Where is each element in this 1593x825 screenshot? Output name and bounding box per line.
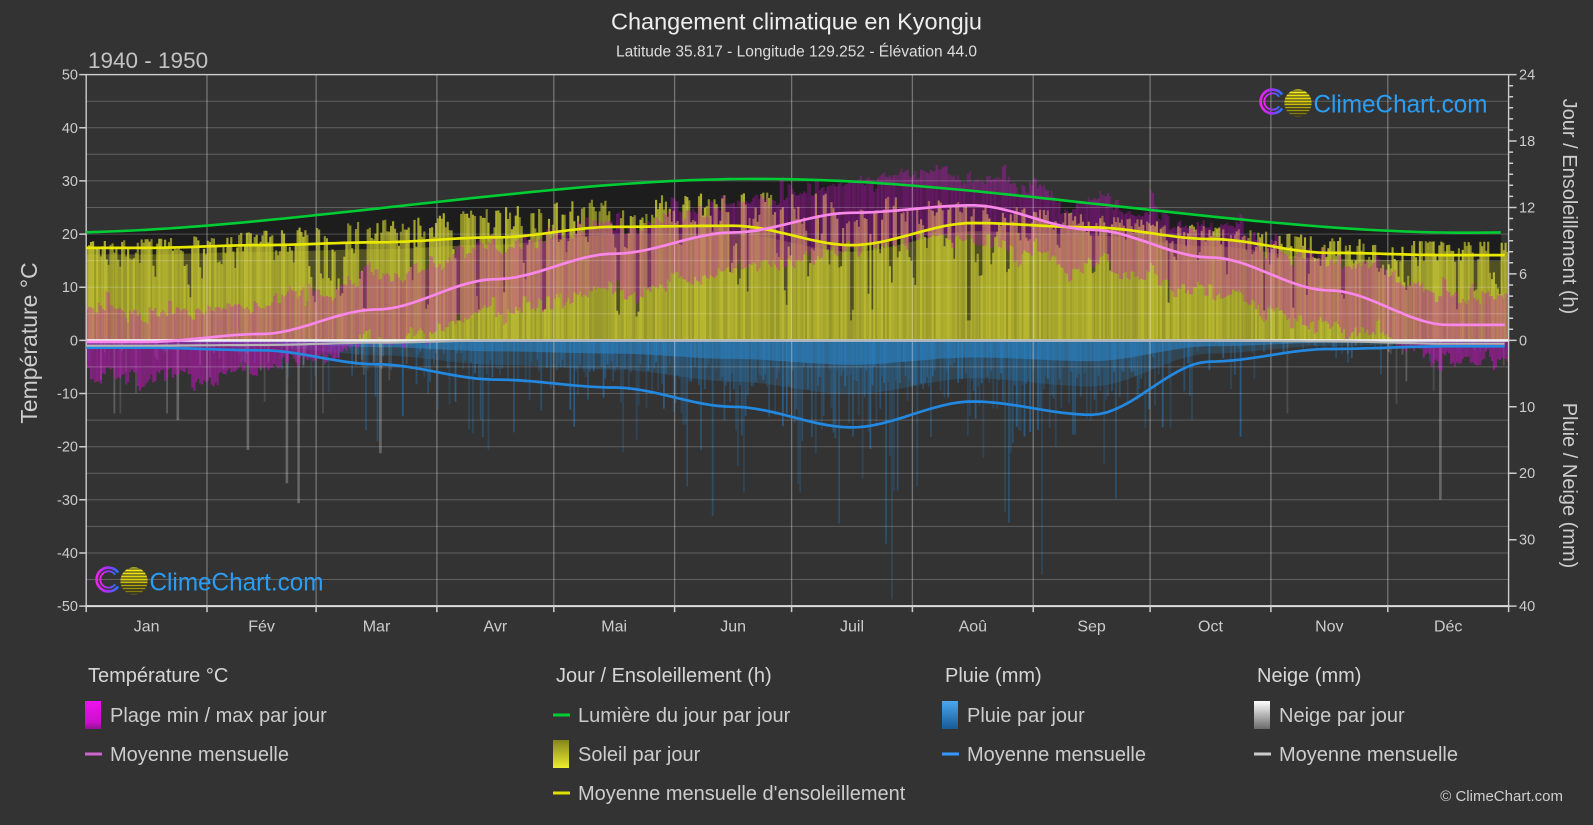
svg-text:30: 30 — [1519, 533, 1535, 549]
svg-text:Neige (mm): Neige (mm) — [1257, 665, 1361, 687]
svg-text:Fév: Fév — [248, 619, 275, 636]
svg-text:50: 50 — [62, 68, 78, 84]
svg-text:24: 24 — [1519, 68, 1535, 84]
svg-text:Pluie / Neige (mm): Pluie / Neige (mm) — [1558, 403, 1580, 569]
svg-text:Aoû: Aoû — [959, 619, 987, 636]
svg-text:-20: -20 — [57, 440, 78, 456]
svg-text:1940 - 1950: 1940 - 1950 — [88, 48, 208, 73]
svg-text:Oct: Oct — [1198, 619, 1223, 636]
svg-text:6: 6 — [1519, 267, 1527, 283]
svg-text:Jun: Jun — [720, 619, 746, 636]
svg-text:Avr: Avr — [484, 619, 508, 636]
svg-text:Juil: Juil — [840, 619, 864, 636]
svg-text:© ClimeChart.com: © ClimeChart.com — [1440, 788, 1563, 805]
svg-text:Jour / Ensoleillement (h): Jour / Ensoleillement (h) — [556, 665, 772, 687]
svg-text:30: 30 — [62, 174, 78, 190]
svg-text:Latitude 35.817 - Longitude 12: Latitude 35.817 - Longitude 129.252 - Él… — [616, 44, 977, 61]
svg-text:Déc: Déc — [1434, 619, 1462, 636]
svg-text:-40: -40 — [57, 546, 78, 562]
svg-text:Moyenne mensuelle: Moyenne mensuelle — [1279, 744, 1458, 766]
svg-text:Pluie (mm): Pluie (mm) — [945, 665, 1042, 687]
svg-text:Plage min / max par jour: Plage min / max par jour — [110, 705, 327, 727]
svg-text:Nov: Nov — [1315, 619, 1343, 636]
svg-text:-50: -50 — [57, 599, 78, 615]
svg-text:Température °C: Température °C — [16, 262, 42, 423]
svg-text:Changement climatique en Kyong: Changement climatique en Kyongju — [611, 9, 982, 35]
svg-text:10: 10 — [62, 280, 78, 296]
svg-text:ClimeChart.com: ClimeChart.com — [1314, 91, 1488, 119]
svg-text:Jan: Jan — [134, 619, 160, 636]
svg-text:-30: -30 — [57, 493, 78, 509]
svg-text:0: 0 — [1519, 333, 1527, 349]
svg-text:20: 20 — [1519, 466, 1535, 482]
svg-text:Sep: Sep — [1077, 619, 1106, 636]
svg-text:Soleil par jour: Soleil par jour — [578, 744, 701, 766]
svg-text:12: 12 — [1519, 201, 1535, 217]
svg-text:Moyenne mensuelle: Moyenne mensuelle — [110, 744, 289, 766]
svg-text:Moyenne mensuelle d'ensoleille: Moyenne mensuelle d'ensoleillement — [578, 783, 906, 805]
svg-text:40: 40 — [1519, 599, 1535, 615]
svg-text:18: 18 — [1519, 134, 1535, 150]
svg-text:ClimeChart.com: ClimeChart.com — [150, 569, 324, 597]
svg-text:Pluie par jour: Pluie par jour — [967, 705, 1085, 727]
svg-text:Mar: Mar — [363, 619, 391, 636]
svg-text:20: 20 — [62, 227, 78, 243]
svg-text:40: 40 — [62, 121, 78, 137]
svg-text:Lumière du jour par jour: Lumière du jour par jour — [578, 705, 791, 727]
svg-text:0: 0 — [70, 333, 78, 349]
svg-text:Neige par jour: Neige par jour — [1279, 705, 1405, 727]
svg-text:-10: -10 — [57, 387, 78, 403]
svg-text:Mai: Mai — [601, 619, 627, 636]
svg-text:Jour / Ensoleillement (h): Jour / Ensoleillement (h) — [1558, 99, 1580, 315]
svg-text:10: 10 — [1519, 400, 1535, 416]
svg-text:Moyenne mensuelle: Moyenne mensuelle — [967, 744, 1146, 766]
svg-text:Température °C: Température °C — [88, 665, 228, 687]
